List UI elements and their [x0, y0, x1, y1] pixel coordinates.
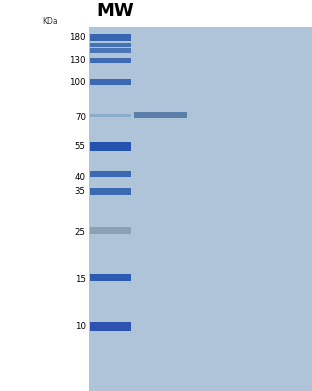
Bar — [90, 171, 131, 177]
Bar — [90, 114, 131, 117]
Text: 10: 10 — [75, 322, 86, 331]
Bar — [89, 27, 312, 391]
Text: 180: 180 — [69, 32, 86, 42]
Bar — [90, 34, 131, 41]
Text: KDa: KDa — [42, 17, 58, 26]
Text: 40: 40 — [75, 173, 86, 183]
Text: 70: 70 — [75, 113, 86, 122]
Bar — [134, 112, 187, 118]
Text: 130: 130 — [69, 56, 86, 65]
Bar — [90, 48, 131, 53]
Bar — [90, 79, 131, 85]
Text: 35: 35 — [75, 187, 86, 196]
Bar — [90, 43, 131, 47]
Text: 100: 100 — [69, 77, 86, 87]
Text: 25: 25 — [75, 228, 86, 237]
Text: 55: 55 — [75, 142, 86, 151]
Bar — [90, 227, 131, 234]
Bar — [90, 58, 131, 63]
Text: MW: MW — [97, 2, 134, 20]
Bar — [90, 188, 131, 195]
Bar — [90, 322, 131, 331]
Bar — [90, 274, 131, 281]
Text: 15: 15 — [75, 275, 86, 284]
Bar — [90, 142, 131, 151]
